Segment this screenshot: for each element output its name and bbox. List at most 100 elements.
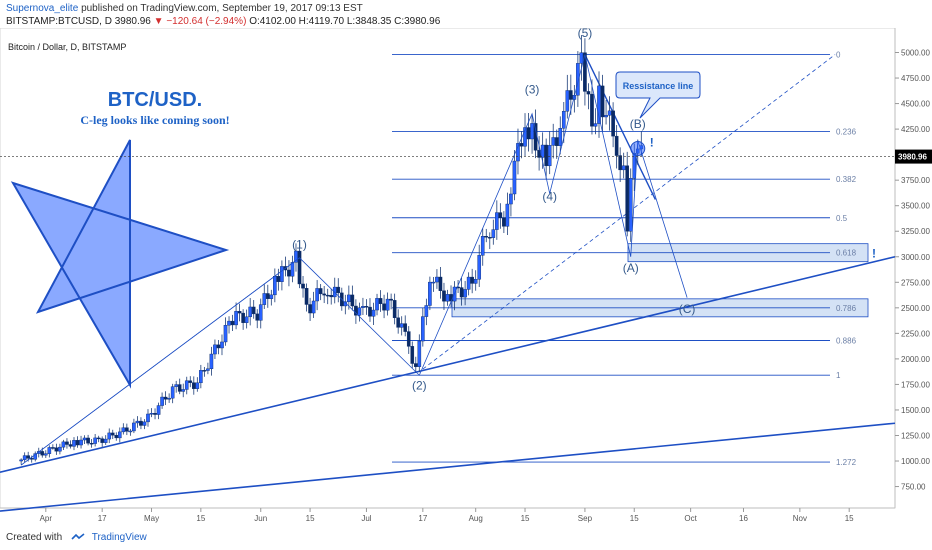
lower-trendline (0, 422, 896, 512)
wave-label: (5) (578, 28, 593, 40)
candle-body (121, 427, 126, 433)
candle-body (579, 52, 584, 64)
published-text: published on TradingView.com, September … (81, 3, 363, 14)
wave-label: (C) (679, 302, 696, 316)
candle-body (315, 288, 319, 302)
candle-body (139, 420, 143, 426)
fib-label: 0.5 (836, 214, 848, 223)
candle-body (428, 281, 432, 306)
fib-label: 0.236 (836, 128, 857, 137)
candle-body (297, 250, 302, 285)
candle-body (480, 236, 485, 256)
candle-body (569, 90, 573, 100)
candle-body (406, 331, 411, 347)
candle-body (512, 160, 517, 195)
change-label: ▼ −120.64 (−2.94%) (153, 16, 247, 27)
fib-zones: ! (451, 243, 876, 318)
candle-body (128, 430, 133, 433)
candle-body (417, 340, 422, 367)
tradingview-brand[interactable]: TradingView (91, 532, 147, 543)
candle-body (26, 455, 30, 459)
candle-body (544, 144, 548, 167)
candle-body (607, 110, 612, 116)
x-tick-label: 15 (196, 514, 205, 523)
chart-canvas[interactable]: ! 0 0.236 0.382 0.5 0.618 0.786 0.886 1 1.272 (1… (0, 28, 932, 528)
candle-body (392, 300, 397, 318)
y-tick-label: 4250.00 (901, 125, 930, 134)
ohlc-values: O:4102.00 H:4119.70 L:3848.35 C:3980.96 (249, 16, 441, 27)
candle-body (385, 298, 390, 311)
chart-title: Bitcoin / Dollar, D, BITSTAMP (8, 42, 126, 52)
y-tick-label: 3750.00 (901, 176, 930, 185)
candle-body (22, 455, 27, 461)
y-tick-label: 3000.00 (901, 253, 930, 262)
candle-body (142, 421, 147, 426)
candle-body (202, 370, 207, 372)
candle-body (248, 306, 252, 318)
candle-body (424, 305, 429, 317)
candle-body (611, 110, 615, 137)
alert-mark: ! (872, 247, 876, 261)
candle-body (195, 382, 200, 389)
candle-body (79, 439, 83, 446)
candle-body (234, 311, 238, 326)
tradingview-logo-icon (71, 533, 85, 540)
candle-body (181, 389, 186, 392)
grid (0, 28, 896, 509)
y-tick-label: 5000.00 (901, 49, 930, 58)
candle-body (107, 432, 112, 440)
candle-body (347, 294, 351, 303)
author-link[interactable]: Supernova_elite (6, 3, 79, 14)
candle-body (466, 276, 471, 290)
fib-label: 0.618 (836, 249, 857, 258)
x-tick-label: 15 (306, 514, 315, 523)
candle-body (554, 137, 559, 146)
candle-body (100, 438, 104, 443)
y-tick-label: 2500.00 (901, 304, 930, 313)
candle-body (410, 346, 415, 364)
y-tick-label: 2000.00 (901, 355, 930, 364)
candle-body (621, 165, 626, 171)
candle-body (174, 384, 178, 387)
candle-body (470, 276, 474, 284)
candle-body (160, 396, 164, 406)
candle-body (336, 286, 341, 294)
candle-body (230, 320, 235, 326)
candle-body (350, 294, 355, 307)
x-tick-label: 17 (98, 514, 107, 523)
candle-body (375, 298, 379, 311)
y-tick-label: 4500.00 (901, 100, 930, 109)
candle-body (237, 311, 242, 314)
fib-label: 1 (836, 371, 841, 380)
candle-body (216, 344, 221, 349)
candle-body (273, 276, 277, 296)
candle-body (516, 143, 520, 162)
candle-body (473, 279, 478, 284)
candle-body (459, 287, 464, 298)
ohlc-line: BITSTAMP:BTCUSD, D 3980.96 ▼ −120.64 (−2… (6, 16, 440, 27)
candle-body (47, 447, 52, 454)
candle-body (68, 444, 73, 447)
candle-body (628, 178, 633, 232)
annotation-subtitle: C-leg looks like coming soon! (80, 113, 229, 127)
x-tick-label: 15 (845, 514, 854, 523)
candle-body (220, 341, 224, 349)
candle-body (502, 217, 506, 227)
candle-body (378, 298, 383, 304)
fib-label: 1.272 (836, 458, 857, 467)
x-tick-label: Aug (469, 514, 483, 523)
candle-body (33, 453, 38, 460)
candle-body (576, 63, 580, 96)
candle-body (146, 413, 150, 423)
candle-body (526, 127, 531, 140)
candle-body (255, 313, 260, 321)
fib-levels: 0 0.236 0.382 0.5 0.618 0.786 0.886 1 1.272 (392, 51, 857, 467)
candle-body (614, 135, 619, 156)
candle-body (58, 446, 62, 452)
candle-body (477, 255, 482, 280)
candle-body (484, 236, 489, 238)
candle-body (149, 412, 154, 415)
candle-body (558, 128, 563, 146)
candle-body (519, 143, 524, 147)
candle-body (311, 300, 316, 314)
